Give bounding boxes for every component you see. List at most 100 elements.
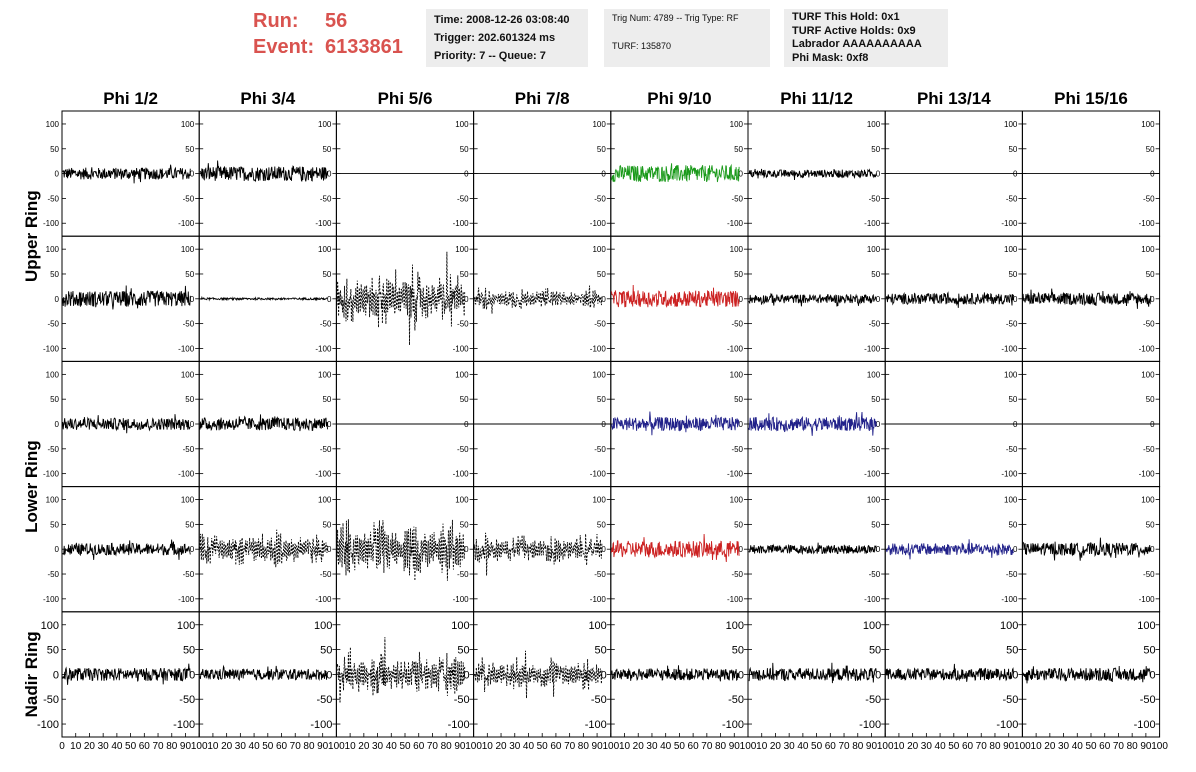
waveform-trace xyxy=(62,285,191,310)
y-tick-label: -50 xyxy=(869,320,881,329)
y-tick-label: -50 xyxy=(1143,194,1155,203)
ring-label: Upper Ring xyxy=(22,190,41,282)
y-tick-label: -50 xyxy=(591,694,607,706)
y-tick-label: -100 xyxy=(453,344,470,353)
y-tick-label: 50 xyxy=(460,145,469,154)
y-tick-label: 50 xyxy=(47,645,59,657)
y-tick-label: 100 xyxy=(592,496,606,505)
waveform-trace xyxy=(62,539,191,560)
waveform-trace xyxy=(748,168,877,181)
x-tick-label: 80 xyxy=(852,741,864,752)
y-tick-label: -100 xyxy=(453,595,470,604)
x-tick-label: 90 xyxy=(317,741,329,752)
y-tick-label: 100 xyxy=(181,120,195,129)
y-tick-label: 100 xyxy=(455,245,469,254)
labrador-text: Labrador AAAAAAAAAA xyxy=(792,38,922,50)
y-tick-label: 100 xyxy=(730,370,744,379)
waveform-trace xyxy=(199,664,328,682)
y-tick-label: 0 xyxy=(189,669,195,681)
turf-active-text: TURF Active Holds: 0x9 xyxy=(792,24,916,37)
x-tick-label: 40 xyxy=(935,741,947,752)
x-tick-label: 70 xyxy=(1113,741,1125,752)
y-tick-label: 50 xyxy=(1146,270,1155,279)
column-header: Phi 5/6 xyxy=(378,89,433,108)
y-tick-label: 100 xyxy=(730,496,744,505)
y-tick-label: 0 xyxy=(601,545,606,554)
y-tick-label: 50 xyxy=(322,395,331,404)
x-tick-label: 10 xyxy=(619,741,631,752)
y-tick-label: -50 xyxy=(454,694,470,706)
x-tick-label: 80 xyxy=(578,741,590,752)
y-tick-label: 0 xyxy=(327,295,332,304)
waveform-trace xyxy=(199,160,328,183)
y-tick-label: -50 xyxy=(47,320,59,329)
y-tick-label: -50 xyxy=(183,570,195,579)
y-tick-label: -50 xyxy=(1143,320,1155,329)
y-tick-label: -100 xyxy=(590,470,607,479)
y-tick-label: 100 xyxy=(863,620,881,632)
y-tick-label: 0 xyxy=(463,669,469,681)
y-tick-label: -50 xyxy=(869,194,881,203)
y-tick-label: 100 xyxy=(46,245,60,254)
y-tick-label: 50 xyxy=(871,270,880,279)
trig-text: Trig Num: 4789 -- Trig Type: RF xyxy=(612,13,739,23)
y-tick-label: 0 xyxy=(601,420,606,429)
y-tick-label: 0 xyxy=(876,295,881,304)
x-tick-label: 30 xyxy=(98,741,110,752)
y-tick-label: 0 xyxy=(464,170,469,179)
y-tick-label: 100 xyxy=(318,245,332,254)
y-tick-label: 50 xyxy=(871,145,880,154)
x-tick-label: 40 xyxy=(111,741,123,752)
y-tick-label: 100 xyxy=(1000,620,1018,632)
y-tick-label: 0 xyxy=(739,420,744,429)
waveform-trace xyxy=(62,164,191,184)
y-tick-label: -100 xyxy=(1139,344,1156,353)
y-tick-label: 50 xyxy=(1146,395,1155,404)
x-tick-label: 60 xyxy=(550,741,562,752)
x-tick-label: 50 xyxy=(948,741,960,752)
x-tick-label: 90 xyxy=(454,741,466,752)
y-tick-label: 0 xyxy=(601,669,607,681)
ring-label: Lower Ring xyxy=(22,440,41,533)
y-tick-label: 100 xyxy=(1141,496,1155,505)
x-tick-label: 20 xyxy=(84,741,96,752)
y-tick-label: 0 xyxy=(739,545,744,554)
y-tick-label: 50 xyxy=(460,395,469,404)
y-tick-label: 50 xyxy=(597,270,606,279)
ring-label: Nadir Ring xyxy=(22,631,41,717)
run-value: 56 xyxy=(325,10,348,32)
y-tick-label: -100 xyxy=(996,719,1018,731)
waveform-trace xyxy=(885,539,1014,560)
waveform-trace xyxy=(1022,537,1152,561)
y-tick-label: -100 xyxy=(864,595,881,604)
y-tick-label: 100 xyxy=(46,370,60,379)
x-tick-label: 100 xyxy=(1151,741,1168,752)
y-tick-label: -50 xyxy=(47,570,59,579)
y-tick-label: -50 xyxy=(594,445,606,454)
y-tick-label: -100 xyxy=(173,719,195,731)
column-header: Phi 7/8 xyxy=(515,89,570,108)
y-tick-label: 100 xyxy=(592,120,606,129)
x-tick-label: 80 xyxy=(303,741,315,752)
waveform-trace xyxy=(199,414,328,432)
x-tick-label: 100 xyxy=(191,741,208,752)
y-tick-label: 0 xyxy=(1150,545,1155,554)
y-tick-label: 50 xyxy=(50,520,59,529)
y-tick-label: 50 xyxy=(1146,145,1155,154)
y-tick-label: 100 xyxy=(451,620,469,632)
y-tick-label: 50 xyxy=(185,270,194,279)
y-tick-label: 50 xyxy=(1008,270,1017,279)
x-tick-label: 50 xyxy=(537,741,549,752)
waveform-trace xyxy=(474,650,603,699)
y-tick-label: 50 xyxy=(322,270,331,279)
waveform-trace xyxy=(336,519,466,581)
y-tick-label: -100 xyxy=(1139,470,1156,479)
waveform-trace xyxy=(199,295,328,302)
y-tick-label: 0 xyxy=(1150,295,1155,304)
y-tick-label: -50 xyxy=(320,320,332,329)
x-tick-label: 80 xyxy=(441,741,453,752)
y-tick-label: 100 xyxy=(455,370,469,379)
x-tick-label: 90 xyxy=(1140,741,1152,752)
x-tick-label: 10 xyxy=(756,741,768,752)
